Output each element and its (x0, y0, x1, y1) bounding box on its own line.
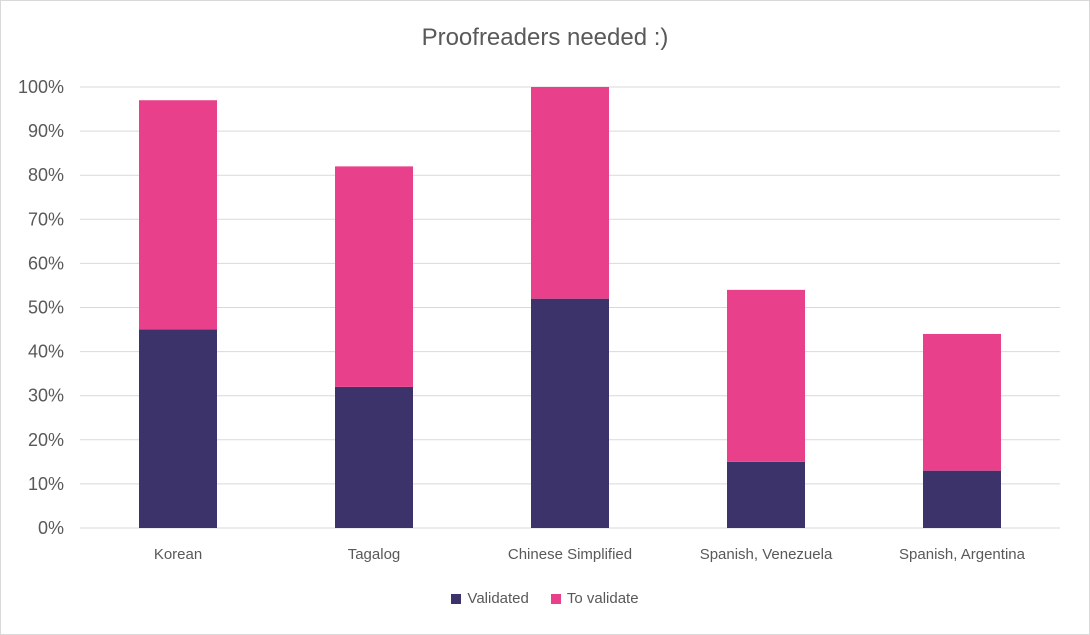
category-label: Korean (154, 546, 202, 563)
bar-to-validate-1 (335, 166, 413, 387)
y-tick-label: 60% (28, 253, 64, 273)
y-tick-label: 70% (28, 209, 64, 229)
category-label: Chinese Simplified (508, 546, 632, 563)
y-tick-label: 90% (28, 121, 64, 141)
bar-to-validate-0 (139, 100, 217, 330)
bar-validated-3 (727, 461, 805, 528)
category-label: Spanish, Argentina (899, 546, 1026, 563)
y-tick-label: 20% (28, 430, 64, 450)
y-tick-label: 80% (28, 165, 64, 185)
bar-validated-0 (139, 329, 217, 528)
bar-validated-1 (335, 386, 413, 528)
legend: Validated To validate (0, 590, 1090, 607)
y-tick-label: 0% (38, 518, 64, 538)
legend-item-validated: Validated (451, 590, 529, 607)
legend-label-validated: Validated (467, 590, 529, 607)
bar-validated-2 (531, 298, 609, 528)
bar-to-validate-2 (531, 87, 609, 299)
y-tick-label: 100% (18, 77, 64, 97)
legend-swatch-to-validate (550, 593, 561, 604)
legend-label-to-validate: To validate (566, 590, 639, 607)
category-label: Spanish, Venezuela (700, 546, 833, 563)
legend-item-to-validate: To validate (550, 590, 639, 607)
legend-swatch-validated (451, 593, 462, 604)
bar-validated-4 (923, 470, 1001, 528)
bar-to-validate-4 (923, 333, 1001, 471)
category-label: Tagalog (348, 546, 401, 563)
chart-title: Proofreaders needed :) (421, 24, 669, 51)
y-tick-label: 30% (28, 386, 64, 406)
y-tick-label: 50% (28, 298, 64, 318)
bar-to-validate-3 (727, 289, 805, 462)
y-tick-label: 10% (28, 474, 64, 494)
y-tick-label: 40% (28, 342, 64, 362)
